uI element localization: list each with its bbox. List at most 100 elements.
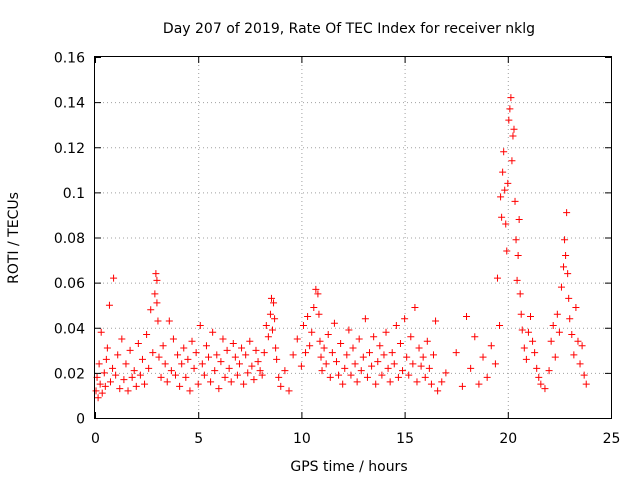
data-point [235, 360, 243, 368]
data-point [223, 346, 231, 354]
data-point [475, 380, 483, 388]
data-point [147, 306, 155, 314]
data-point [254, 358, 262, 366]
data-point [370, 333, 378, 341]
data-point [509, 132, 517, 140]
data-point [332, 358, 340, 366]
data-point [94, 394, 102, 402]
data-point [281, 367, 289, 375]
data-point [155, 353, 163, 361]
data-point [388, 349, 396, 357]
data-point [219, 335, 227, 343]
data-point [95, 360, 103, 368]
data-point [266, 310, 274, 318]
y-tick-labels: 0 0.02 0.04 0.06 0.08 0.1 0.12 0.14 0.16 [54, 51, 85, 428]
data-point [570, 351, 578, 359]
y-tick-label: 0.02 [54, 366, 85, 382]
data-point [314, 290, 322, 298]
data-point [507, 94, 515, 102]
data-point [106, 378, 114, 386]
data-point [244, 369, 252, 377]
data-point [493, 274, 501, 282]
data-point [145, 364, 153, 372]
data-point [487, 342, 495, 350]
data-point [555, 328, 563, 336]
data-point [134, 340, 142, 348]
data-point [200, 371, 208, 379]
data-point [262, 321, 270, 329]
data-point [190, 364, 198, 372]
data-point [353, 378, 361, 386]
data-point [357, 367, 365, 375]
data-point [564, 270, 572, 278]
data-point [277, 382, 285, 390]
data-point [330, 319, 338, 327]
data-point [302, 349, 310, 357]
data-point [316, 337, 324, 345]
data-point [227, 378, 235, 386]
data-point [415, 344, 423, 352]
data-point [533, 364, 541, 372]
y-tick-label: 0.14 [54, 96, 85, 112]
data-point [221, 373, 229, 381]
data-point [355, 335, 363, 343]
data-point [511, 197, 519, 205]
data-point [515, 215, 523, 223]
data-point [394, 373, 402, 381]
data-point [403, 353, 411, 361]
data-point [184, 355, 192, 363]
x-tick-labels: 0 5 10 15 20 25 [91, 431, 620, 447]
data-point [349, 344, 357, 352]
data-point [384, 364, 392, 372]
data-point [272, 344, 280, 352]
data-point [96, 380, 104, 388]
data-point [152, 270, 160, 278]
data-point [196, 321, 204, 329]
data-point [541, 385, 549, 393]
x-tick-label: 15 [396, 431, 414, 447]
data-point [176, 382, 184, 390]
data-point [501, 186, 509, 194]
data-point [112, 371, 120, 379]
data-point [522, 355, 530, 363]
data-point [267, 294, 275, 302]
data-point [351, 360, 359, 368]
data-point [157, 373, 165, 381]
data-point [491, 360, 499, 368]
data-point [141, 380, 149, 388]
data-point [211, 367, 219, 375]
data-point [186, 387, 194, 395]
y-tick-label: 0.06 [54, 276, 85, 292]
data-point [202, 342, 210, 350]
data-point [209, 328, 217, 336]
data-point [535, 373, 543, 381]
data-point [434, 387, 442, 395]
data-point [258, 371, 266, 379]
data-point [374, 358, 382, 366]
data-point [560, 263, 568, 271]
data-point [225, 364, 233, 372]
data-point [576, 360, 584, 368]
data-point [289, 351, 297, 359]
x-tick-label: 25 [603, 431, 621, 447]
data-point [217, 358, 225, 366]
data-point [390, 360, 398, 368]
data-point [192, 349, 200, 357]
data-point [138, 355, 146, 363]
data-point [116, 385, 124, 393]
data-point [188, 337, 196, 345]
data-point [574, 337, 582, 345]
data-point [130, 367, 138, 375]
x-axis-label: GPS time / hours [290, 459, 407, 475]
data-point [126, 346, 134, 354]
data-point [547, 337, 555, 345]
data-point [252, 346, 260, 354]
data-point [382, 328, 390, 336]
y-tick-label: 0.04 [54, 321, 85, 337]
data-point [322, 360, 330, 368]
data-point [553, 310, 561, 318]
data-point [417, 362, 425, 370]
data-point [167, 367, 175, 375]
data-point [310, 303, 318, 311]
data-point [401, 315, 409, 323]
